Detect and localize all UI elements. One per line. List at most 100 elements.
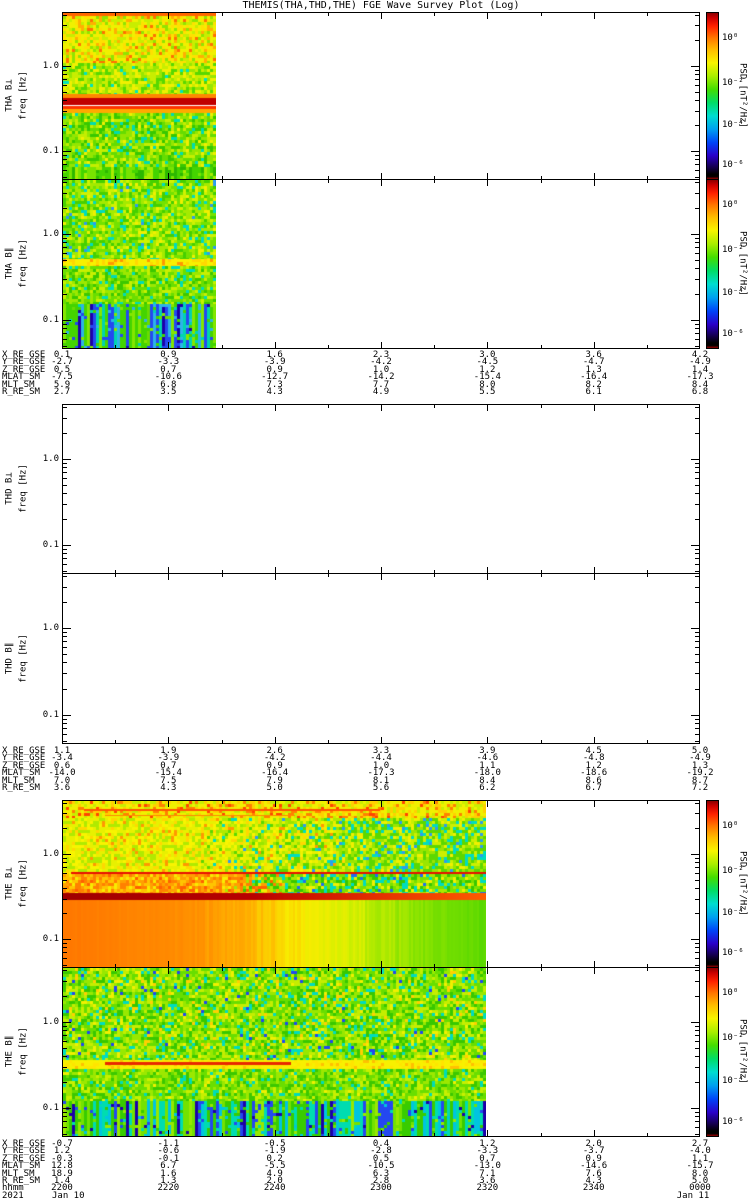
ephemeris-value: -1.1: [157, 1139, 180, 1149]
y-tick-minor: [63, 872, 67, 874]
ephemeris-row-label: MLT_SM: [2, 1168, 35, 1179]
ephemeris-value: 2.7: [53, 387, 71, 397]
y-tick-minor: [63, 518, 67, 520]
y-tick-minor: [63, 267, 67, 269]
x-tick: [221, 180, 223, 183]
y-tick-minor: [63, 631, 67, 633]
x-tick: [540, 405, 542, 408]
y-tick-major: [63, 939, 71, 941]
x-tick: [381, 968, 382, 974]
x-tick: [274, 1130, 276, 1136]
y-tick-label: 1.0: [42, 61, 59, 72]
colorbar-tick-label: 10⁻⁴: [722, 287, 744, 298]
colorbar-tick-label: 10⁰: [722, 821, 739, 832]
y-tick-minor: [695, 242, 699, 243]
x-tick: [487, 574, 489, 580]
x-tick: [115, 801, 117, 804]
y-tick-minor: [63, 601, 67, 603]
y-tick-minor: [63, 492, 67, 494]
y-tick-minor: [695, 192, 699, 194]
panel-label-the-bpar: THE B∥: [4, 1035, 15, 1068]
x-tick: [434, 740, 436, 743]
colorbar-tick-label: 10⁻⁶: [722, 1116, 744, 1127]
y-tick-minor: [695, 125, 699, 127]
ephemeris-value: 2200: [51, 1183, 73, 1194]
x-tick: [381, 342, 382, 348]
y-tick-minor: [695, 1111, 699, 1113]
y-tick-minor: [63, 898, 67, 900]
y-tick-major: [691, 854, 699, 856]
ephemeris-value: -0.7: [51, 1139, 73, 1149]
x-tick: [221, 176, 223, 179]
y-tick-minor: [695, 267, 699, 269]
y-tick-minor: [63, 333, 67, 335]
x-tick: [327, 345, 329, 348]
x-tick: [487, 405, 489, 411]
y-tick-minor: [695, 1066, 699, 1068]
x-tick: [381, 574, 382, 580]
x-tick: [327, 801, 329, 804]
y-tick-minor: [695, 518, 699, 520]
x-tick: [487, 342, 489, 348]
ephemeris-value: 4.9: [372, 387, 390, 397]
y-tick-minor: [695, 1081, 699, 1083]
ephemeris-value: 3.6: [479, 1176, 496, 1186]
y-tick-minor: [63, 980, 67, 982]
y-tick-minor: [695, 1030, 699, 1031]
ephemeris-value: -15.4: [154, 768, 182, 779]
ephemeris-value: 7.1: [479, 1168, 496, 1179]
ephemeris-value: 2300: [370, 1183, 392, 1194]
x-tick: [274, 173, 276, 179]
x-tick: [381, 961, 382, 967]
x-tick: [168, 180, 170, 186]
y-tick-minor: [63, 40, 67, 42]
y-tick-minor: [63, 575, 67, 577]
y-tick-minor: [63, 1040, 67, 1042]
y-tick-minor: [63, 862, 67, 864]
ephemeris-row-label: R_RE_SM: [2, 783, 40, 793]
y-tick-minor: [63, 159, 67, 161]
x-tick: [487, 180, 489, 186]
y-tick-minor: [63, 462, 67, 464]
axis-label-freq-2: freq [Hz]: [18, 239, 29, 288]
ephemeris-value: 18.9: [51, 1168, 73, 1179]
y-tick-minor: [63, 1025, 67, 1027]
y-tick-label: 1.0: [42, 849, 59, 860]
y-tick-major: [63, 1021, 71, 1023]
y-tick-minor: [695, 333, 699, 335]
ephemeris-value: 2.0: [266, 1176, 283, 1186]
y-tick-minor: [63, 688, 67, 690]
ephemeris-value: 6.7: [585, 783, 602, 793]
x-tick: [540, 13, 542, 16]
y-tick-minor: [695, 503, 699, 505]
y-tick-minor: [695, 733, 699, 735]
y-tick-minor: [63, 406, 67, 408]
ephemeris-value: 2320: [476, 1183, 499, 1194]
ephemeris-value: -14.2: [367, 372, 395, 383]
x-tick: [274, 737, 276, 743]
ephemeris-value: -10.5: [367, 1161, 395, 1172]
ephemeris-value: 1.9: [160, 746, 177, 756]
y-tick-minor: [63, 14, 67, 16]
x-tick: [540, 740, 542, 743]
y-tick-minor: [63, 484, 67, 486]
x-tick: [168, 737, 170, 743]
y-tick-minor: [63, 952, 67, 954]
ephemeris-value: -15.4: [473, 372, 501, 383]
y-tick-minor: [63, 99, 67, 101]
y-tick-major: [691, 151, 699, 153]
y-tick-minor: [695, 169, 699, 171]
x-tick: [221, 968, 223, 971]
ephemeris-value: 2.0: [585, 1139, 602, 1149]
y-tick-label: 0.1: [42, 146, 59, 157]
ephemeris-value: -3.3: [476, 1146, 499, 1157]
x-tick: [434, 180, 436, 183]
x-tick: [540, 176, 542, 179]
spectrogram-canvas-the-bperp: [63, 801, 486, 967]
y-tick-minor: [695, 913, 699, 915]
panel-label-thd-bperp: THD B⊥: [4, 472, 15, 505]
x-tick: [168, 968, 170, 974]
y-tick-minor: [63, 558, 67, 560]
ephemeris-value: 7.0: [53, 775, 71, 786]
